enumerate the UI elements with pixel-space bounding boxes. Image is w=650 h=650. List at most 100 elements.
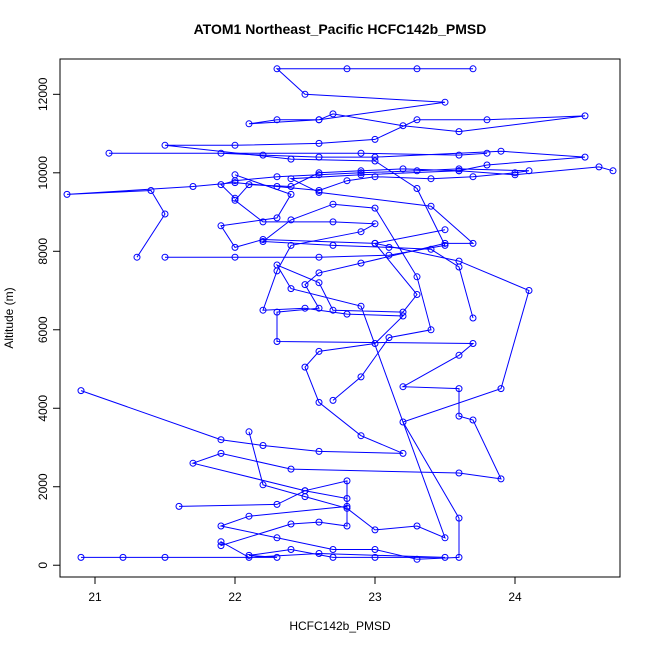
data-point-2-28 <box>483 161 491 169</box>
y-tick-label-6000: 6000 <box>36 316 50 343</box>
data-point-2-9 <box>315 347 323 355</box>
data-point-6-13 <box>399 308 407 316</box>
data-point-5-13 <box>455 514 463 522</box>
data-point-6-3 <box>301 493 309 501</box>
data-point-3-13 <box>511 169 519 177</box>
data-point-6-2 <box>259 481 267 489</box>
data-point-6-9 <box>287 285 295 293</box>
data-point-1-14 <box>287 520 295 528</box>
data-point-4-8 <box>287 155 295 163</box>
data-point-1-8 <box>371 553 379 561</box>
data-point-5-15 <box>497 385 505 393</box>
data-point-1-34 <box>315 269 323 277</box>
data-point-1-1 <box>77 553 85 561</box>
series-line-6 <box>248 229 446 539</box>
data-point-6-8 <box>357 302 365 310</box>
data-point-1-22 <box>455 469 463 477</box>
data-point-7-9 <box>259 238 267 245</box>
data-point-4-6 <box>413 185 421 192</box>
data-point-2-20 <box>259 218 267 226</box>
data-point-4-14 <box>483 116 491 124</box>
data-point-1-24 <box>469 416 477 424</box>
data-point-6-4 <box>343 504 351 512</box>
data-point-5-9 <box>329 546 337 553</box>
data-point-2-26 <box>399 165 407 173</box>
data-point-6-11 <box>315 279 323 287</box>
data-point-4-28 <box>469 65 477 73</box>
data-point-4-15 <box>581 112 589 120</box>
data-point-4-3 <box>315 253 323 261</box>
data-point-2-38 <box>483 149 491 157</box>
data-point-1-16 <box>343 522 351 530</box>
data-point-2-24 <box>315 169 323 177</box>
data-point-4-26 <box>343 65 351 73</box>
data-point-3-11 <box>427 175 435 183</box>
data-point-2-12 <box>343 310 351 318</box>
data-point-2-23 <box>287 183 295 190</box>
y-tick-label-10000: 10000 <box>36 156 50 190</box>
data-point-6-5 <box>371 526 379 534</box>
data-point-3-9 <box>343 177 351 185</box>
series-layer <box>63 65 617 563</box>
data-point-5-22 <box>273 214 281 222</box>
data-point-2-31 <box>371 153 379 161</box>
data-point-1-11 <box>245 553 253 561</box>
data-point-3-6 <box>231 179 239 187</box>
data-point-7-2 <box>357 373 365 381</box>
data-point-3-8 <box>315 187 323 194</box>
data-point-1-28 <box>455 351 463 359</box>
data-point-4-12 <box>371 135 379 143</box>
data-point-2-19 <box>329 218 337 226</box>
data-point-2-11 <box>399 312 407 320</box>
data-point-5-10 <box>371 546 379 553</box>
data-point-6-10 <box>273 261 281 269</box>
y-axis-label: Altitude (m) <box>2 287 16 348</box>
data-point-1-27 <box>399 383 407 391</box>
data-point-1-29 <box>469 340 477 347</box>
data-point-4-23 <box>441 98 449 106</box>
data-point-2-6 <box>357 432 365 440</box>
data-point-1-30 <box>273 338 281 345</box>
data-point-6-14 <box>413 291 421 298</box>
data-point-2-2 <box>217 436 225 444</box>
data-point-2-4 <box>315 447 323 455</box>
data-point-2-8 <box>301 363 309 371</box>
series-line-7 <box>261 203 474 401</box>
data-point-2-3 <box>259 442 267 449</box>
data-point-2-17 <box>357 228 365 236</box>
data-point-2-36 <box>357 149 365 157</box>
data-point-1-37 <box>469 239 477 247</box>
x-axis: 21 22 23 24 <box>88 576 522 604</box>
data-point-2-13 <box>301 304 309 312</box>
data-point-3-4 <box>63 190 71 198</box>
data-point-3-18 <box>315 171 323 179</box>
data-point-1-38 <box>427 202 435 210</box>
data-point-5-11 <box>413 555 421 563</box>
data-point-5-24 <box>231 171 239 179</box>
data-point-5-23 <box>287 190 295 198</box>
data-point-7-5 <box>413 273 421 281</box>
data-point-1-20 <box>217 449 225 457</box>
data-point-3-2 <box>161 210 169 218</box>
data-point-7-13 <box>455 263 463 271</box>
data-point-4-4 <box>385 251 393 259</box>
data-point-4-24 <box>301 90 309 98</box>
data-point-7-7 <box>329 200 337 208</box>
data-point-5-14 <box>399 418 407 426</box>
series-line-2 <box>80 150 586 454</box>
data-point-4-17 <box>399 122 407 130</box>
data-point-3-10 <box>371 173 379 181</box>
data-point-1-36 <box>441 239 449 247</box>
data-point-1-23 <box>497 475 505 483</box>
data-point-2-27 <box>455 167 463 175</box>
data-point-1-26 <box>455 385 463 393</box>
data-point-5-21 <box>217 222 225 230</box>
data-point-1-6 <box>287 546 295 553</box>
data-point-2-34 <box>217 149 225 157</box>
data-point-2-37 <box>455 151 463 159</box>
data-point-3-1 <box>133 253 141 261</box>
data-point-4-13 <box>413 116 421 124</box>
data-point-3-5 <box>189 183 197 190</box>
data-point-3-12 <box>469 173 477 181</box>
data-point-6-7 <box>441 534 449 542</box>
